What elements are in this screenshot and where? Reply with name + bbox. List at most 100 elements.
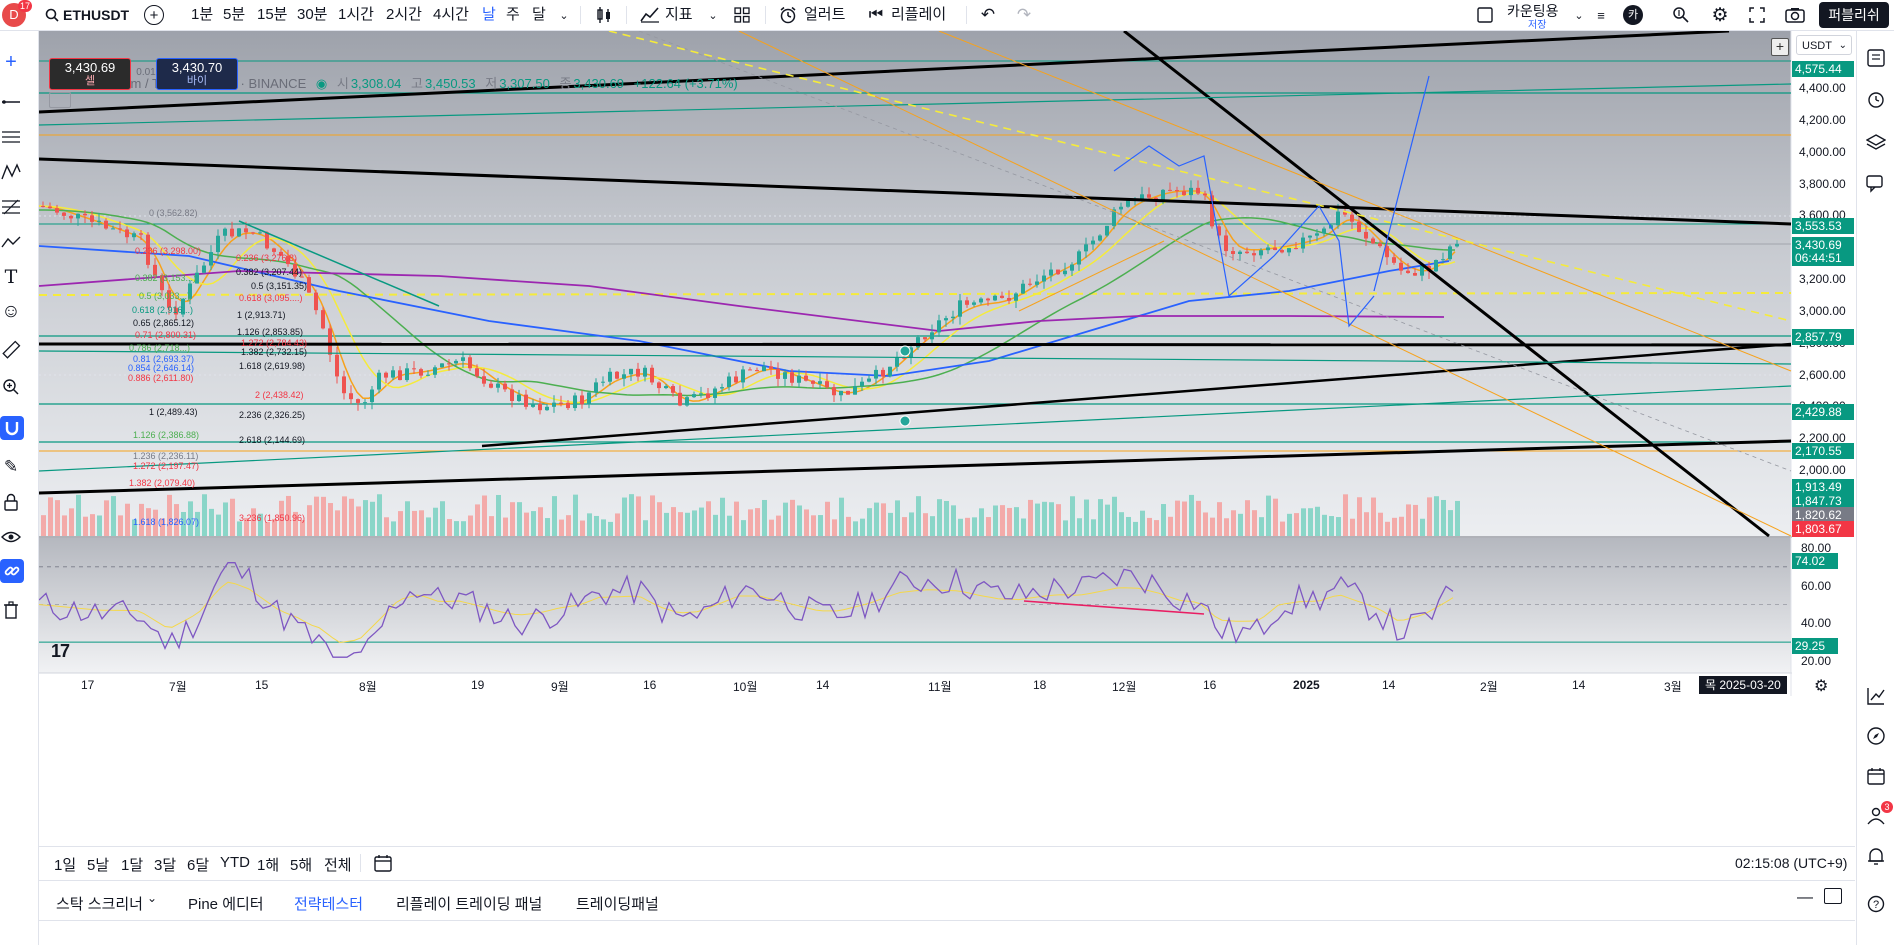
- zoom-in-icon[interactable]: [0, 376, 22, 398]
- layout-name[interactable]: 카운팅용: [1507, 3, 1559, 19]
- chevron-down-icon[interactable]: ⌄: [559, 9, 569, 22]
- candle-body: [48, 206, 52, 209]
- collapse-legend-button[interactable]: [49, 92, 71, 108]
- add-symbol-icon[interactable]: +: [144, 5, 164, 25]
- camera-icon[interactable]: [1784, 5, 1806, 25]
- time-axis[interactable]: 17 7월 15 8월 19 9월 16 10월 14 11월 18 12월 16 2025 14 2월 14 3…: [39, 673, 1791, 696]
- volume-bar: [888, 512, 893, 536]
- eye-icon[interactable]: ◉: [315, 76, 328, 91]
- fullscreen-icon[interactable]: [1748, 6, 1766, 24]
- fib-tool-icon[interactable]: [0, 196, 22, 218]
- menu-icon[interactable]: ≡: [1597, 7, 1605, 23]
- compass-icon[interactable]: [1865, 725, 1887, 747]
- indicators-icon[interactable]: [640, 6, 660, 24]
- tab-pine-editor[interactable]: Pine 에디터: [188, 896, 264, 913]
- templates-grid-icon[interactable]: [732, 6, 752, 24]
- undo-icon[interactable]: ↶: [980, 5, 996, 24]
- pattern-icon[interactable]: [0, 161, 22, 183]
- indicators-label[interactable]: 지표: [665, 6, 693, 23]
- user-avatar[interactable]: 카: [1623, 5, 1643, 25]
- minimize-panel-icon[interactable]: —: [1797, 889, 1813, 906]
- lock-icon[interactable]: [0, 491, 22, 513]
- volume-bar: [594, 515, 599, 536]
- interval-day[interactable]: 날: [482, 6, 496, 23]
- range-ytd[interactable]: YTD: [220, 854, 250, 871]
- buy-button[interactable]: 3,430.70 바이: [156, 58, 238, 90]
- interval-30m[interactable]: 30분: [297, 6, 328, 23]
- publish-button[interactable]: 퍼블리쉬: [1819, 2, 1889, 28]
- alert-label[interactable]: 얼러트: [804, 6, 846, 23]
- pencil-lock-icon[interactable]: ✎: [3, 457, 19, 476]
- range-all[interactable]: 전체: [324, 857, 352, 874]
- replay-label[interactable]: 리플레이: [891, 6, 947, 23]
- eye-icon[interactable]: [0, 526, 22, 548]
- settings-gear-icon[interactable]: ⚙: [1711, 4, 1729, 26]
- range-1d[interactable]: 1일: [54, 857, 77, 874]
- link-icon[interactable]: [0, 559, 24, 583]
- range-1m[interactable]: 1달: [121, 857, 144, 874]
- candle-body: [951, 316, 955, 319]
- interval-week[interactable]: 주: [506, 6, 520, 23]
- trend-line-icon[interactable]: [0, 91, 22, 113]
- currency-select[interactable]: USDT ⌄: [1796, 35, 1852, 55]
- candle-body: [1070, 264, 1074, 271]
- interval-1h[interactable]: 1시간: [338, 6, 374, 23]
- redo-icon[interactable]: ↷: [1016, 5, 1032, 24]
- range-5d[interactable]: 5날: [87, 857, 110, 874]
- quick-search-icon[interactable]: [1671, 6, 1691, 24]
- volume-bar: [1217, 502, 1222, 536]
- chart-pane[interactable]: 0 (3,562.82) 0.236 (3,298.00) 0.382 (3,153…: [39, 31, 1855, 846]
- tab-stock-screener[interactable]: 스탁 스크리너: [56, 896, 143, 913]
- chevron-down-icon[interactable]: ⌄: [147, 891, 158, 905]
- projection-icon[interactable]: [0, 231, 22, 253]
- candle-body: [1322, 228, 1326, 234]
- chevron-down-icon[interactable]: ⌄: [708, 9, 718, 22]
- symbol-name[interactable]: ETHUSDT: [63, 7, 130, 23]
- alert-clock-icon[interactable]: [778, 5, 798, 25]
- price-chart[interactable]: 0 (3,562.82) 0.236 (3,298.00) 0.382 (3,153…: [39, 31, 1855, 846]
- alerts-clock-icon[interactable]: [1865, 89, 1887, 111]
- candle-style-icon[interactable]: [594, 6, 614, 24]
- volume-bar: [286, 495, 291, 536]
- add-indicator-plus-icon[interactable]: +: [1771, 38, 1789, 56]
- range-6m[interactable]: 6달: [187, 857, 210, 874]
- crosshair-icon[interactable]: +: [5, 50, 17, 73]
- time-axis-settings-icon[interactable]: ⚙: [1814, 678, 1829, 695]
- tab-trading-panel[interactable]: 트레이딩패널: [576, 896, 659, 913]
- watchlist-icon[interactable]: [1865, 47, 1887, 69]
- horizontal-lines-icon[interactable]: [0, 126, 22, 148]
- text-tool-icon[interactable]: T: [4, 266, 18, 288]
- interval-4h[interactable]: 4시간: [433, 6, 469, 23]
- range-3m[interactable]: 3달: [154, 857, 177, 874]
- layout-checkbox-icon[interactable]: [1476, 6, 1494, 24]
- calendar-icon[interactable]: [1865, 765, 1887, 787]
- tab-replay-trading-panel[interactable]: 리플레이 트레이딩 패널: [396, 896, 543, 913]
- interval-1m[interactable]: 1분: [191, 6, 214, 23]
- tab-strategy-tester[interactable]: 전략테스터: [294, 896, 364, 913]
- interval-15m[interactable]: 15분: [257, 6, 288, 23]
- volume-bar: [1189, 494, 1194, 536]
- maximize-panel-icon[interactable]: [1824, 888, 1842, 904]
- notification-bell-icon[interactable]: [1865, 845, 1887, 867]
- interval-5m[interactable]: 5분: [223, 6, 246, 23]
- help-icon[interactable]: ?: [1865, 893, 1887, 915]
- chat-icon[interactable]: [1865, 173, 1887, 195]
- interval-2h[interactable]: 2시간: [386, 6, 422, 23]
- search-icon[interactable]: [44, 7, 60, 23]
- trading-panel-icon[interactable]: [1865, 685, 1887, 707]
- emoji-icon[interactable]: ☺: [1, 301, 21, 322]
- trash-icon[interactable]: [0, 599, 22, 621]
- community-icon[interactable]: [1865, 805, 1887, 827]
- layers-icon[interactable]: [1865, 131, 1887, 153]
- date-range-icon[interactable]: [373, 853, 393, 873]
- replay-rewind-icon[interactable]: ⏮: [868, 6, 884, 23]
- range-5y[interactable]: 5해: [290, 857, 313, 874]
- range-1y[interactable]: 1해: [257, 857, 280, 874]
- volume-bar: [860, 518, 865, 536]
- magnet-icon[interactable]: [0, 416, 24, 440]
- chevron-down-icon[interactable]: ⌄: [1574, 9, 1584, 22]
- clock-time[interactable]: 02:15:08 (UTC+9): [1735, 855, 1848, 871]
- ruler-icon[interactable]: [0, 339, 22, 361]
- sell-button[interactable]: 3,430.69 셀: [49, 58, 131, 90]
- interval-month[interactable]: 달: [532, 6, 546, 23]
